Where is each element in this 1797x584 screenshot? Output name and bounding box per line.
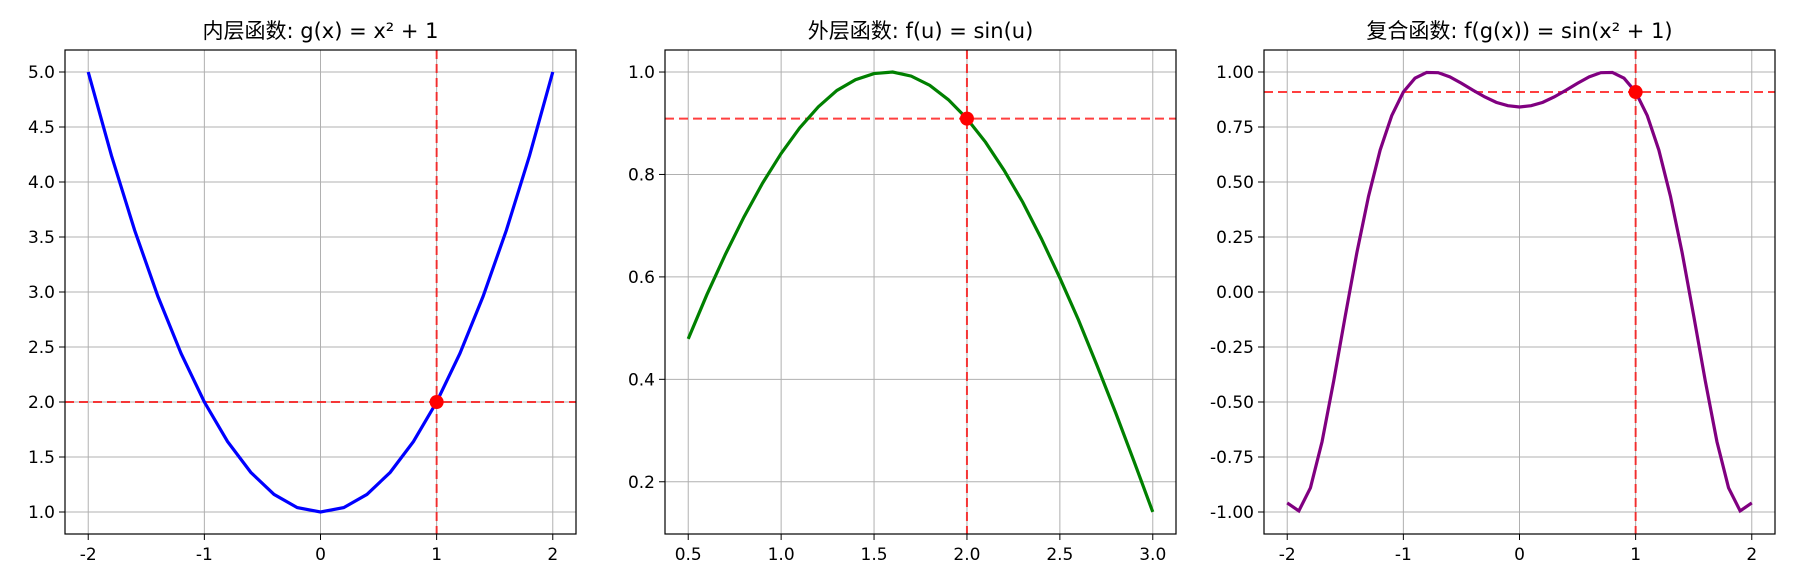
x-tick-label: 0.5 — [675, 545, 702, 565]
x-tick-label: 1 — [1630, 545, 1641, 565]
x-tick-label: -2 — [80, 545, 97, 565]
highlight-point — [429, 395, 444, 409]
y-tick-label: 0.50 — [1216, 173, 1254, 193]
highlight-point — [959, 111, 974, 126]
x-tick-label: -2 — [1279, 545, 1296, 565]
x-tick-label: 0 — [1514, 545, 1525, 565]
line-series — [1286, 70, 1753, 514]
y-tick-label: 1.5 — [28, 448, 55, 468]
x-tick-label: -1 — [1395, 545, 1412, 565]
y-tick-label: 2.5 — [28, 338, 55, 358]
y-tick-label: 0.6 — [628, 268, 655, 288]
line-series — [86, 71, 555, 514]
x-tick-label: 1.0 — [768, 545, 795, 565]
x-tick-label: -1 — [196, 545, 213, 565]
y-tick-label: 1.0 — [628, 63, 655, 83]
chart-title: 复合函数: f(g(x)) = sin(x² + 1) — [1366, 19, 1672, 43]
y-tick-label: -1.00 — [1210, 503, 1254, 523]
highlight-point — [1628, 85, 1643, 100]
y-tick-label: -0.25 — [1210, 338, 1254, 358]
y-tick-label: 2.0 — [28, 393, 55, 413]
y-tick-label: -0.75 — [1210, 448, 1254, 468]
y-tick-label: 0.75 — [1216, 118, 1254, 138]
y-tick-label: 3.0 — [28, 283, 55, 303]
x-tick-label: 2.0 — [953, 545, 980, 565]
x-tick-label: 1.5 — [861, 545, 888, 565]
x-tick-label: 1 — [431, 545, 442, 565]
x-tick-label: 0 — [315, 545, 326, 565]
y-tick-label: 3.5 — [28, 228, 55, 248]
y-tick-label: 0.2 — [628, 473, 655, 493]
axes-frame — [64, 49, 577, 535]
y-tick-label: 1.0 — [28, 503, 55, 523]
y-tick-label: 0.4 — [628, 370, 655, 390]
chart-title: 内层函数: g(x) = x² + 1 — [203, 19, 439, 43]
y-tick-label: 5.0 — [28, 63, 55, 83]
axes-frame — [664, 49, 1177, 535]
y-tick-label: -0.50 — [1210, 393, 1254, 413]
axes-frame — [1263, 49, 1776, 535]
chart-title: 外层函数: f(u) = sin(u) — [808, 19, 1034, 43]
x-tick-label: 3.0 — [1139, 545, 1166, 565]
y-tick-label: 1.00 — [1216, 63, 1254, 83]
y-tick-label: 0.25 — [1216, 228, 1254, 248]
x-tick-label: 2 — [547, 545, 558, 565]
y-tick-label: 4.5 — [28, 118, 55, 138]
y-tick-label: 0.00 — [1216, 283, 1254, 303]
y-tick-label: 4.0 — [28, 173, 55, 193]
y-tick-label: 0.8 — [628, 165, 655, 185]
x-tick-label: 2.5 — [1046, 545, 1073, 565]
line-series — [686, 70, 1155, 513]
x-tick-label: 2 — [1746, 545, 1757, 565]
